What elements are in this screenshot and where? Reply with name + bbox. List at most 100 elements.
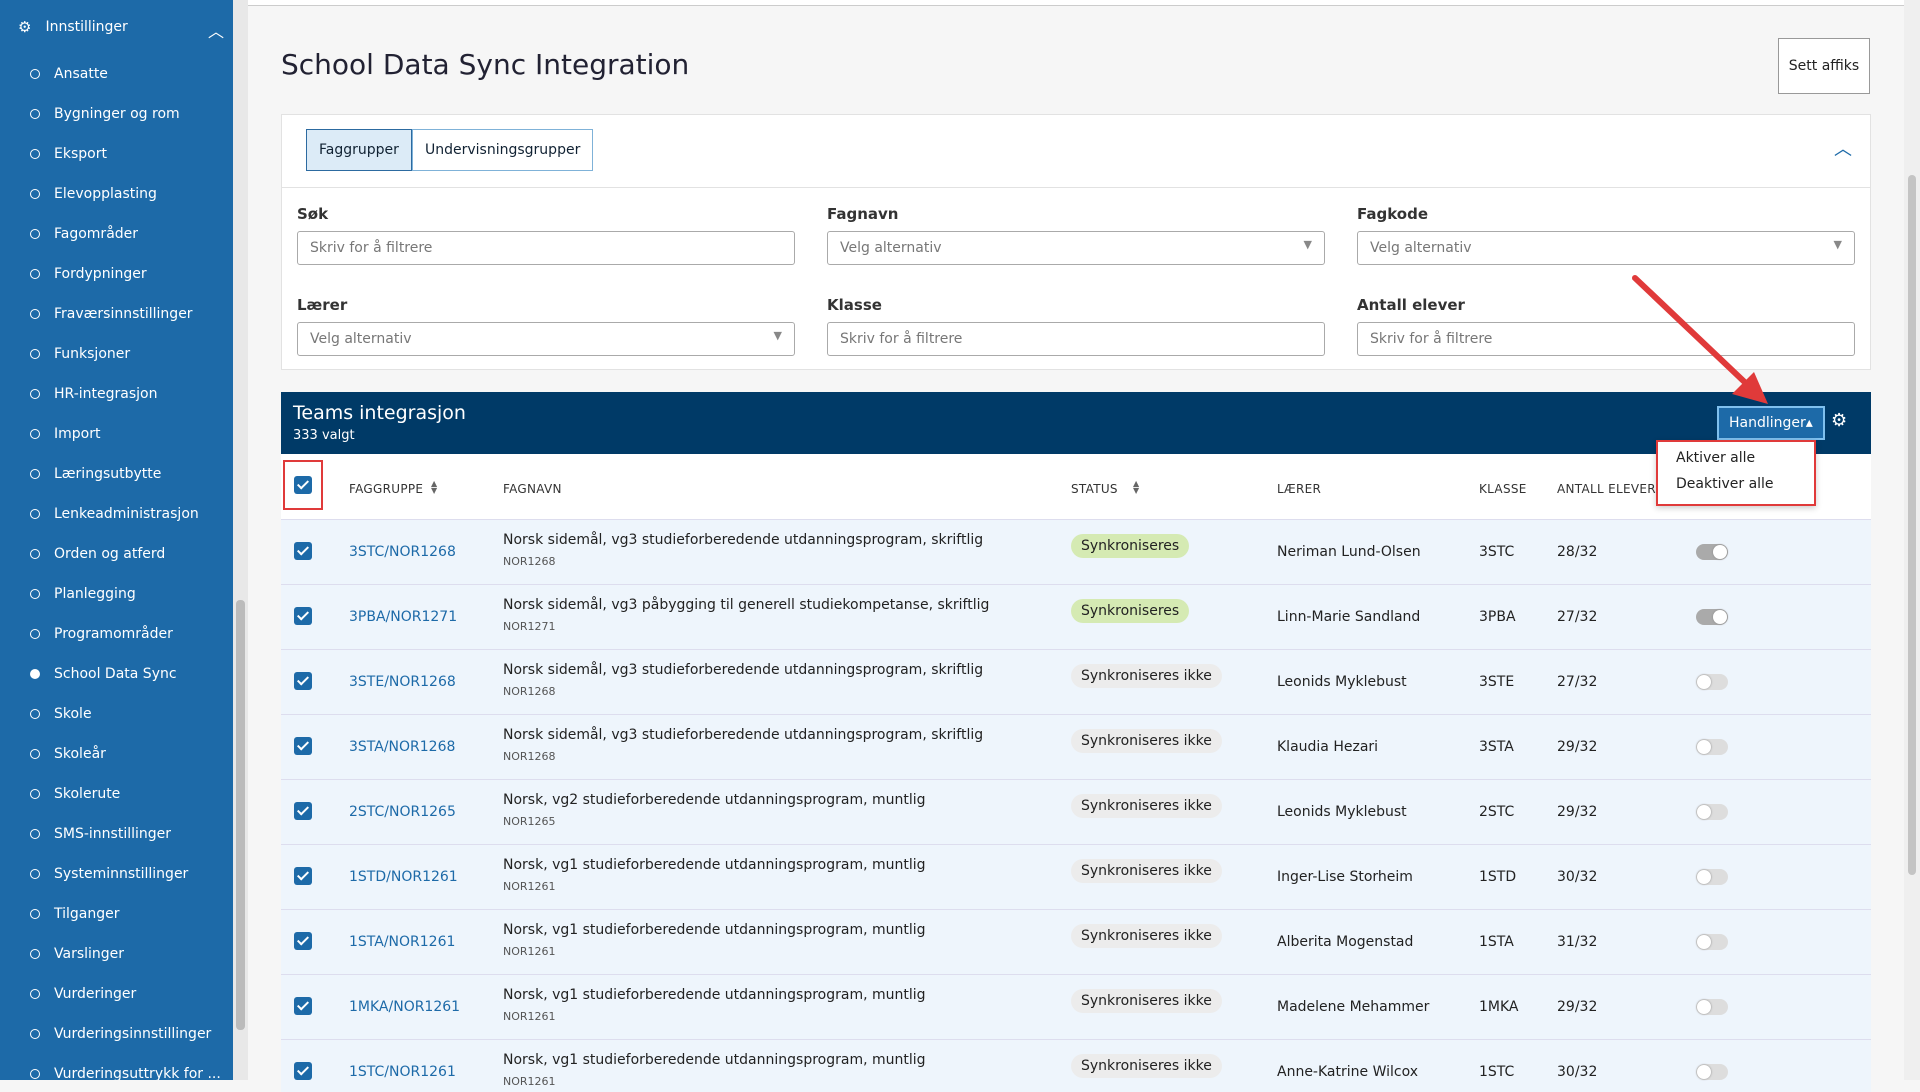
teacher: Leonids Myklebust — [1277, 804, 1407, 820]
sidebar-item-label: Bygninger og rom — [54, 106, 180, 122]
sidebar-item[interactable]: Programområder — [30, 626, 173, 642]
sync-toggle[interactable] — [1696, 869, 1728, 885]
sidebar-item[interactable]: Bygninger og rom — [30, 106, 180, 122]
actions-menu: Aktiver alle Deaktiver alle — [1656, 440, 1816, 506]
tab[interactable]: Faggrupper — [306, 129, 412, 171]
text-input[interactable]: Skriv for å filtrere — [297, 231, 795, 265]
sidebar-header[interactable]: ⚙ Innstillinger — [18, 18, 128, 36]
text-input[interactable]: Skriv for å filtrere — [827, 322, 1325, 356]
sidebar-item[interactable]: Ansatte — [30, 66, 108, 82]
sort-icon[interactable]: ▲ ▼ — [1133, 479, 1140, 495]
tab[interactable]: Undervisningsgrupper — [412, 129, 594, 171]
sidebar-item[interactable]: Planlegging — [30, 586, 136, 602]
sync-toggle[interactable] — [1696, 804, 1728, 820]
table-row: 2STC/NOR1265 Norsk, vg2 studieforberedend… — [281, 779, 1871, 844]
row-checkbox[interactable] — [294, 737, 312, 755]
select[interactable]: Velg alternativ ▼ — [827, 231, 1325, 265]
group-link[interactable]: 2STC/NOR1265 — [349, 804, 456, 820]
settings-icon[interactable]: ⚙ — [1831, 410, 1848, 431]
subject-name: Norsk sidemål, vg3 studieforberedende ut… — [503, 662, 984, 678]
sidebar-item-label: Lenkeadministrasjon — [54, 506, 199, 522]
sidebar-item[interactable]: SMS-innstillinger — [30, 826, 171, 842]
sidebar-item[interactable]: Fagområder — [30, 226, 138, 242]
group-link[interactable]: 1MKA/NOR1261 — [349, 999, 461, 1015]
collapse-filters[interactable]: ︿ — [1834, 139, 1852, 160]
sidebar-item[interactable]: Fraværsinnstillinger — [30, 306, 193, 322]
sidebar-item[interactable]: Skole — [30, 706, 92, 722]
sidebar-item[interactable]: Skolerute — [30, 786, 120, 802]
group-link[interactable]: 3STA/NOR1268 — [349, 739, 456, 755]
sync-toggle[interactable] — [1696, 609, 1728, 625]
sidebar-item[interactable]: Skoleår — [30, 746, 106, 762]
sidebar-item[interactable]: Tilganger — [30, 906, 120, 922]
sidebar-item[interactable]: Funksjoner — [30, 346, 130, 362]
group-link[interactable]: 3STE/NOR1268 — [349, 674, 456, 690]
sidebar-item[interactable]: Lenkeadministrasjon — [30, 506, 199, 522]
row-checkbox[interactable] — [294, 867, 312, 885]
row-checkbox[interactable] — [294, 542, 312, 560]
subject-code: NOR1261 — [503, 1010, 556, 1023]
row-checkbox[interactable] — [294, 607, 312, 625]
sidebar-item-label: Vurderingsuttrykk for ... — [54, 1066, 221, 1080]
row-checkbox[interactable] — [294, 802, 312, 820]
select[interactable]: Velg alternativ ▼ — [297, 322, 795, 356]
subject-code: NOR1261 — [503, 1075, 556, 1088]
students: 29/32 — [1557, 804, 1598, 820]
collapse-icon[interactable]: ︿ — [208, 22, 225, 41]
row-checkbox[interactable] — [294, 932, 312, 950]
toggle-knob — [1697, 870, 1711, 884]
column-header: LÆRER — [1277, 482, 1322, 496]
column-header[interactable]: FAGGRUPPE — [349, 482, 424, 496]
sync-toggle[interactable] — [1696, 999, 1728, 1015]
top-edge — [248, 0, 1904, 6]
sidebar-item[interactable]: School Data Sync — [30, 666, 177, 682]
sidebar-item-label: Ansatte — [54, 66, 108, 82]
select-all-checkbox[interactable] — [294, 476, 312, 494]
sidebar-item[interactable]: Vurderinger — [30, 986, 136, 1002]
row-checkbox[interactable] — [294, 997, 312, 1015]
sync-toggle[interactable] — [1696, 739, 1728, 755]
bullet — [30, 949, 40, 959]
sidebar-item[interactable]: HR-integrasjon — [30, 386, 157, 402]
row-checkbox[interactable] — [294, 672, 312, 690]
toggle-knob — [1697, 1000, 1711, 1014]
sett-affiks-button[interactable]: Sett affiks — [1778, 38, 1870, 94]
sort-icon[interactable]: ▲ ▼ — [431, 479, 438, 495]
sidebar-item[interactable]: Læringsutbytte — [30, 466, 161, 482]
table-row: 3STA/NOR1268 Norsk sidemål, vg3 studiefor… — [281, 714, 1871, 779]
group-link[interactable]: 1STC/NOR1261 — [349, 1064, 456, 1080]
group-link[interactable]: 1STD/NOR1261 — [349, 869, 458, 885]
status-badge: Synkroniseres ikke — [1071, 664, 1222, 688]
group-link[interactable]: 3STC/NOR1268 — [349, 544, 456, 560]
sidebar-item[interactable]: Orden og atferd — [30, 546, 165, 562]
sidebar: ⚙ Innstillinger ︿ Ansatte Bygninger og rom… — [0, 0, 233, 1080]
text-input[interactable]: Skriv for å filtrere — [1357, 322, 1855, 356]
sidebar-item[interactable]: Vurderingsuttrykk for ... — [30, 1066, 221, 1080]
bullet — [30, 389, 40, 399]
group-link[interactable]: 1STA/NOR1261 — [349, 934, 456, 950]
menu-item[interactable]: Aktiver alle — [1676, 450, 1756, 466]
column-header[interactable]: STATUS — [1071, 482, 1118, 496]
actions-button[interactable]: Handlinger▴ — [1717, 406, 1825, 440]
sidebar-item[interactable]: Fordypninger — [30, 266, 147, 282]
sidebar-item[interactable]: Elevopplasting — [30, 186, 157, 202]
sidebar-item[interactable]: Eksport — [30, 146, 107, 162]
row-checkbox[interactable] — [294, 1062, 312, 1080]
filter-label: Klasse — [827, 296, 882, 314]
group-link[interactable]: 3PBA/NOR1271 — [349, 609, 458, 625]
bullet — [30, 509, 40, 519]
sidebar-item[interactable]: Import — [30, 426, 100, 442]
sidebar-item-label: Læringsutbytte — [54, 466, 162, 482]
sidebar-item[interactable]: Varslinger — [30, 946, 124, 962]
select[interactable]: Velg alternativ ▼ — [1357, 231, 1855, 265]
sync-toggle[interactable] — [1696, 934, 1728, 950]
status-badge: Synkroniseres ikke — [1071, 1054, 1222, 1078]
sidebar-item[interactable]: Systeminnstillinger — [30, 866, 188, 882]
sidebar-item[interactable]: Vurderingsinnstillinger — [30, 1026, 211, 1042]
sync-toggle[interactable] — [1696, 1064, 1728, 1080]
sync-toggle[interactable] — [1696, 674, 1728, 690]
sync-toggle[interactable] — [1696, 544, 1728, 560]
subject-code: NOR1265 — [503, 815, 556, 828]
menu-item[interactable]: Deaktiver alle — [1676, 476, 1774, 492]
class: 3STA — [1479, 739, 1514, 755]
